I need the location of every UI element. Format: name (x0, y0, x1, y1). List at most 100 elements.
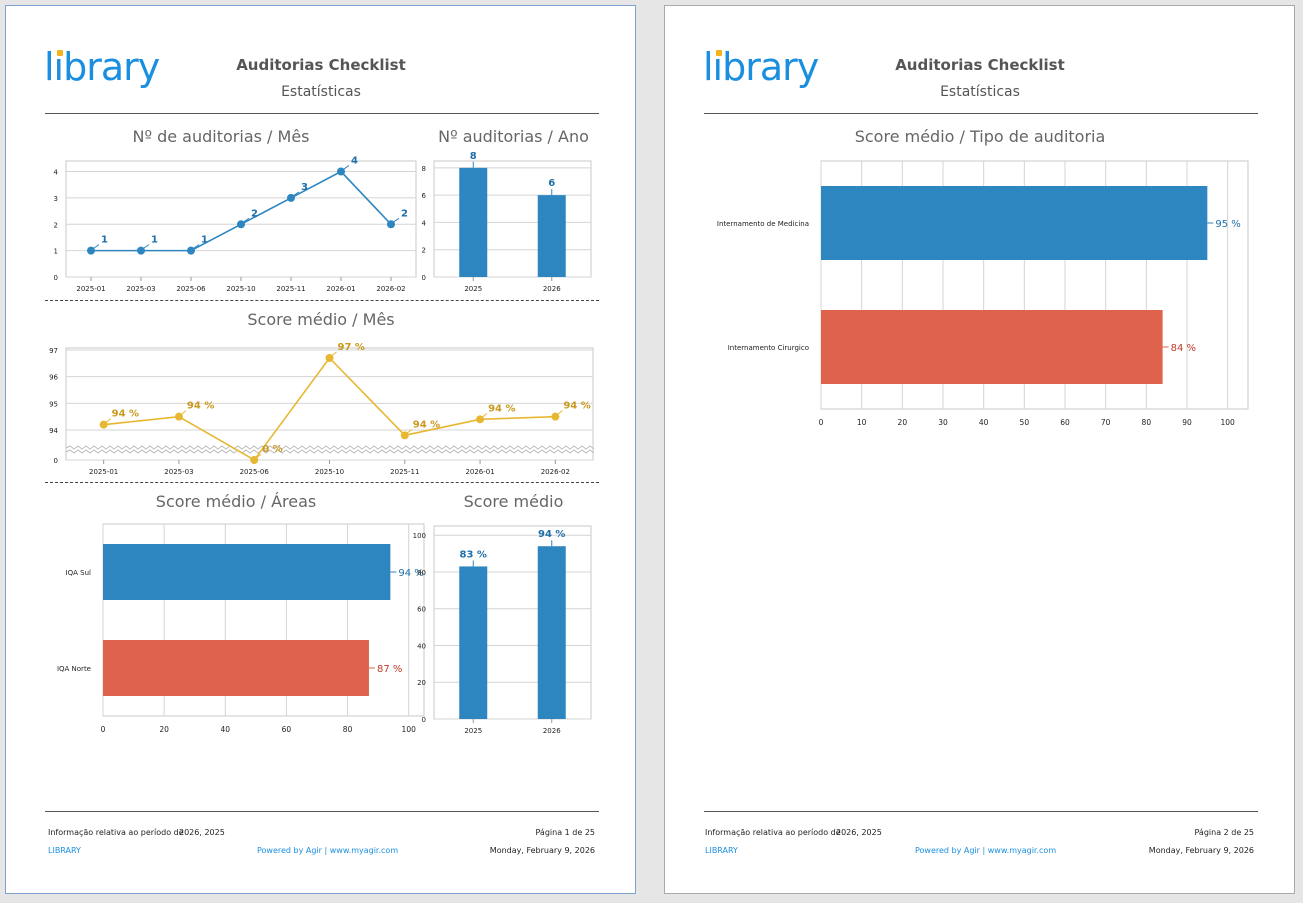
chart-title-score-year: Score médio (463, 492, 564, 511)
category-label: IQA Norte (57, 665, 91, 673)
axis-break (65, 445, 595, 450)
x-tick-label: 0 (101, 725, 106, 734)
x-tick-label: 40 (221, 725, 231, 734)
y-tick-label: 0 (54, 457, 58, 465)
data-label: 94 % (538, 529, 565, 540)
data-label: 1 (151, 235, 158, 246)
data-label: 8 (470, 151, 477, 162)
bar (459, 566, 488, 719)
data-label: 4 (351, 156, 358, 167)
data-label: 6 (548, 178, 555, 189)
footer-page-number: Página 1 de 25 (535, 828, 595, 837)
y-tick-label: 0 (422, 274, 426, 282)
x-tick-label: 2026 (543, 285, 561, 293)
x-tick-label: 20 (159, 725, 169, 734)
chart-title-score-month: Score médio / Mês (247, 310, 395, 329)
footer-period-label: Informação relativa ao período de (48, 828, 184, 837)
footer-date: Monday, February 9, 2026 (1148, 846, 1254, 855)
category-label: IQA Sul (66, 569, 91, 577)
x-tick-label: 60 (282, 725, 292, 734)
data-point (387, 220, 395, 229)
x-tick-label: 2025-10 (315, 468, 344, 476)
x-tick-label: 10 (857, 418, 867, 427)
report-page-1: library Auditorias Checklist Estatística… (5, 5, 636, 894)
y-tick-label: 4 (422, 219, 427, 227)
data-label: 94 % (112, 409, 139, 420)
x-tick-label: 2025-11 (390, 468, 419, 476)
x-tick-label: 2025-10 (226, 285, 255, 293)
data-label: 87 % (377, 664, 402, 675)
data-label: 94 % (413, 419, 440, 430)
x-tick-label: 100 (402, 725, 417, 734)
footer-period-label: Informação relativa ao período de (705, 828, 841, 837)
y-tick-label: 4 (54, 169, 59, 177)
data-label: 94 % (488, 403, 515, 414)
y-tick-label: 3 (54, 195, 58, 203)
data-label: 94 % (187, 401, 214, 412)
chart-score-year: 0 20 40 60 80 100 2025 83 % 2026 94 % (413, 525, 592, 735)
y-tick-label: 0 (422, 716, 426, 724)
label-connector (481, 412, 488, 418)
x-tick-label: 40 (979, 418, 989, 427)
x-tick-label: 2025-06 (176, 285, 206, 293)
series-line (91, 170, 392, 252)
label-connector (180, 410, 187, 416)
x-tick-label: 2026 (543, 727, 561, 735)
chart-audits-year: 0 2 4 6 8 2025 8 2026 6 (422, 151, 592, 293)
data-point (237, 220, 245, 229)
y-tick-label: 60 (417, 606, 426, 614)
bar (537, 195, 566, 277)
x-tick-label: 0 (819, 418, 824, 427)
chart-title-score-type: Score médio / Tipo de auditoria (854, 127, 1106, 146)
category-label: Internamento de Medicina (717, 220, 809, 228)
bar (103, 640, 369, 696)
label-connector (192, 244, 200, 250)
footer-brand: LIBRARY (48, 846, 81, 855)
plot-frame (65, 160, 417, 278)
label-connector (557, 410, 563, 416)
section-divider (45, 482, 599, 483)
x-tick-label: 2025-01 (89, 468, 118, 476)
x-tick-label: 60 (1060, 418, 1070, 427)
data-label: 2 (401, 208, 408, 219)
report-subtitle: Estatísticas (281, 84, 361, 100)
header-divider (45, 113, 599, 114)
x-tick-label: 70 (1101, 418, 1111, 427)
y-tick-label: 20 (417, 679, 426, 687)
plot-frame (433, 160, 592, 278)
data-label: 95 % (1215, 219, 1240, 230)
chart-score-areas: 0 20 40 60 80 100 94 % IQA Sul 87 % IQA Norte (57, 523, 425, 734)
footer-page-number: Página 2 de 25 (1194, 828, 1254, 837)
data-label: 2 (251, 208, 258, 219)
data-label: 84 % (1171, 343, 1196, 354)
x-tick-label: 2025 (464, 285, 482, 293)
bar (821, 310, 1163, 384)
bar (537, 546, 566, 719)
axis-break (65, 449, 595, 454)
y-tick-label: 97 (49, 347, 58, 355)
footer-powered-link[interactable]: Powered by Agir | www.myagir.com (915, 846, 1057, 855)
y-tick-label: 95 (49, 400, 58, 408)
x-tick-label: 80 (1142, 418, 1152, 427)
footer-powered-link[interactable]: Powered by Agir | www.myagir.com (257, 846, 399, 855)
bar (103, 544, 391, 600)
x-tick-label: 2025-11 (276, 285, 305, 293)
library-logo: library (703, 45, 819, 89)
footer-period-value: 2026, 2025 (836, 828, 882, 837)
y-tick-label: 0 (54, 274, 58, 282)
x-tick-label: 100 (1221, 418, 1236, 427)
y-tick-label: 2 (422, 247, 426, 255)
x-tick-label: 20 (898, 418, 908, 427)
report-title: Auditorias Checklist (895, 56, 1065, 74)
label-connector (406, 428, 413, 434)
bar (459, 167, 488, 277)
footer-divider (704, 811, 1258, 812)
chart-title-audits-month: Nº de auditorias / Mês (132, 127, 310, 146)
bar (821, 186, 1208, 260)
y-tick-label: 80 (417, 569, 426, 577)
x-tick-label: 80 (343, 725, 353, 734)
data-label: 1 (201, 235, 208, 246)
header-divider (704, 113, 1258, 114)
chart-score-type: 0 10 20 30 40 50 60 70 80 90 100 95 % Internamento d… (717, 160, 1249, 427)
data-point (400, 431, 409, 440)
